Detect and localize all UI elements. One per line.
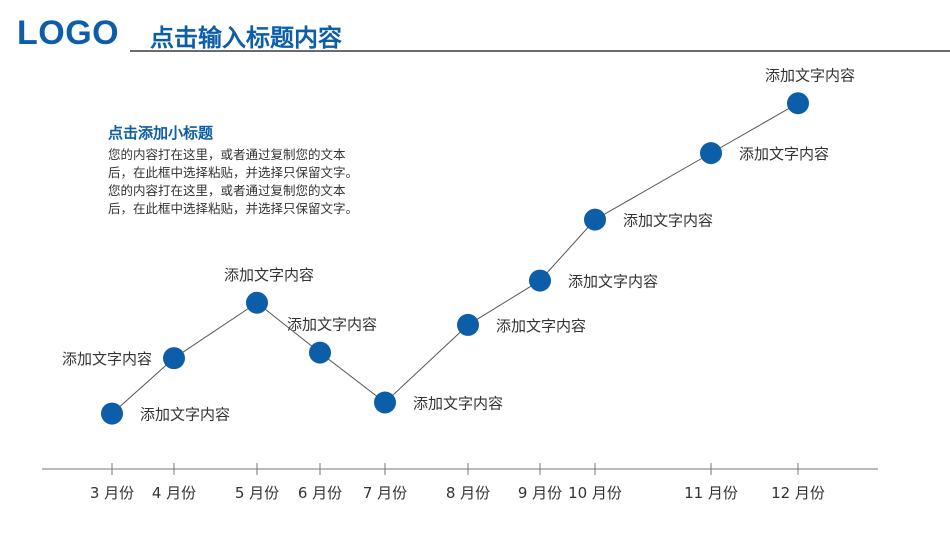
data-point: [700, 142, 722, 165]
x-tick-label: 12 月份: [771, 484, 825, 502]
data-label: 添加文字内容: [287, 316, 377, 334]
intro-subtitle: 点击添加小标题: [108, 124, 214, 142]
intro-line: 后，在此框中选择粘贴，并选择只保留文字。: [108, 165, 359, 180]
data-label: 添加文字内容: [413, 395, 503, 413]
data-label: 添加文字内容: [623, 212, 713, 230]
series-line: [111, 102, 799, 414]
data-label: 添加文字内容: [140, 406, 230, 424]
x-tick-label: 3 月份: [90, 484, 134, 502]
data-point: [529, 269, 551, 292]
data-point: [163, 347, 185, 370]
x-tick-label: 11 月份: [684, 484, 738, 502]
intro-line: 后，在此框中选择粘贴，并选择只保留文字。: [108, 201, 359, 216]
intro-text: 您的内容打在这里，或者通过复制您的文本 后，在此框中选择粘贴，并选择只保留文字。…: [108, 146, 428, 218]
data-label: 添加文字内容: [496, 317, 586, 335]
intro-line: 您的内容打在这里，或者通过复制您的文本: [108, 183, 346, 198]
data-point: [787, 92, 809, 115]
logo: LOGO: [17, 14, 120, 52]
data-point: [457, 313, 479, 336]
data-point: [584, 208, 606, 231]
intro-line: 您的内容打在这里，或者通过复制您的文本: [108, 147, 346, 162]
data-point: [101, 402, 123, 425]
x-tick-label: 9 月份: [518, 484, 562, 502]
data-point: [374, 391, 396, 414]
x-tick-label: 4 月份: [152, 484, 196, 502]
data-label: 添加文字内容: [62, 350, 152, 368]
data-label: 添加文字内容: [739, 145, 829, 163]
x-tick-label: 5 月份: [235, 484, 279, 502]
data-point: [246, 291, 268, 314]
data-point: [309, 341, 331, 364]
data-label: 添加文字内容: [765, 66, 855, 84]
data-label: 添加文字内容: [568, 273, 658, 291]
x-tick-label: 6 月份: [298, 484, 342, 502]
x-tick-label: 8 月份: [446, 484, 490, 502]
header-divider: [130, 50, 950, 52]
page-title: 点击输入标题内容: [150, 24, 342, 52]
x-tick-label: 10 月份: [568, 484, 622, 502]
data-label: 添加文字内容: [224, 266, 314, 284]
x-tick-label: 7 月份: [363, 484, 407, 502]
